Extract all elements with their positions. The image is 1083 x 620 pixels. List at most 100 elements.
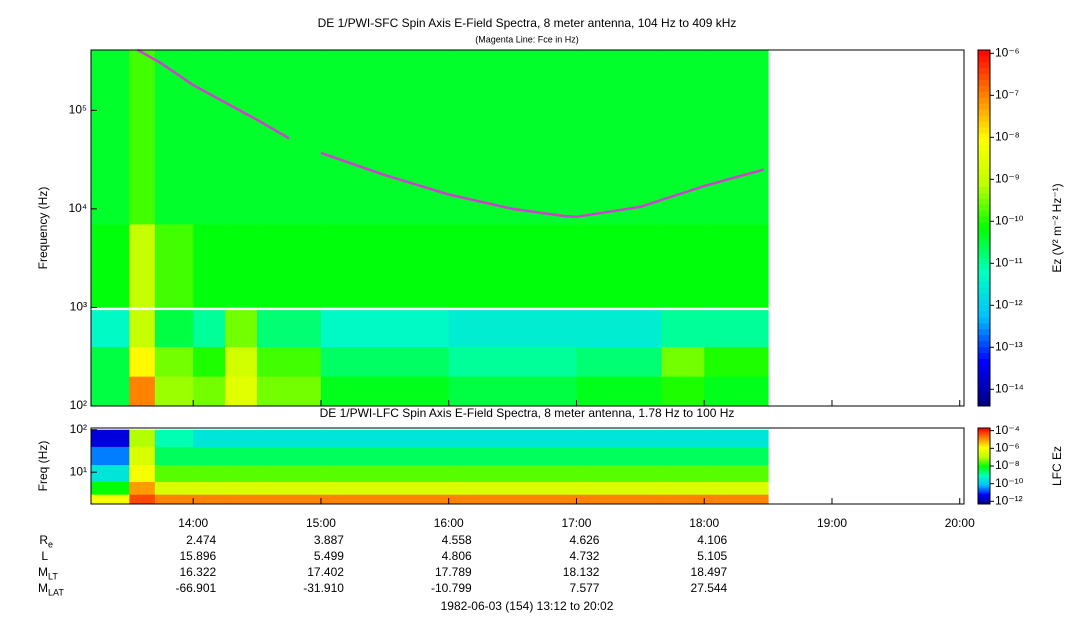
heatmap-cell [448,310,577,347]
heatmap-cell [257,446,322,466]
colorbar-step [978,459,990,462]
colorbar-step [978,299,990,306]
colorbar-step [978,210,990,217]
colorbar-step [978,180,990,187]
colorbar-step [978,501,990,504]
colorbar-step [978,440,990,443]
heatmap-cell [154,446,194,466]
x-tick-label: 17:00 [561,516,591,530]
heatmap-cell [91,429,130,447]
ephemeris-value: 15.896 [180,549,217,563]
colorbar-step [978,428,990,430]
heatmap-cell [225,310,258,347]
colorbar-tick-label: 10⁻¹⁴ [995,381,1024,395]
colorbar-step [978,462,990,464]
colorbar-step [978,133,990,140]
heatmap-cell [225,50,258,225]
colorbar-step [978,482,990,485]
colorbar-label: LFC Ez [1050,446,1064,486]
heatmap-cell [91,376,130,407]
heatmap-cell [448,50,577,225]
heatmap-cell [193,464,226,482]
colorbar-tick-label: 10⁻⁴ [995,423,1020,437]
colorbar-step [978,73,990,81]
colorbar-tick-label: 10⁻⁶ [995,441,1020,455]
heatmap-cell [661,429,705,447]
colorbar-step [978,311,990,318]
heatmap-cell [225,346,258,377]
heatmap-cell [154,346,194,377]
colorbar-step [978,448,990,450]
heatmap-cell [154,376,194,407]
heatmap-cell [704,446,769,466]
ephemeris-value: 18.132 [563,565,600,579]
heatmap-cell [448,464,577,482]
heatmap-cell [257,481,322,495]
x-tick-label: 18:00 [689,516,719,530]
heatmap-cell [154,50,194,225]
colorbar-step [978,500,990,502]
colorbar-step [978,293,990,300]
colorbar-step [978,174,990,181]
y-axis-label: Freq (Hz) [36,441,50,492]
colorbar-step [978,485,990,487]
heatmap-cell [576,494,663,505]
colorbar-step [978,450,990,453]
heatmap-cell [704,494,769,505]
colorbar-tick-label: 10⁻¹² [995,297,1023,311]
ephemeris-value: 18.497 [691,565,728,579]
colorbar-step [978,263,990,270]
heatmap-cell [129,494,156,505]
colorbar-step [978,121,990,128]
colorbar-step [978,156,990,164]
colorbar-step [978,472,990,474]
colorbar-step [978,67,990,75]
colorbar-step [978,198,990,205]
ephemeris-label: M [38,581,48,595]
colorbar-step [978,79,990,86]
heatmap-cell [704,346,769,377]
colorbar-step [978,305,990,312]
colorbar-step [978,91,990,98]
heatmap-cell [225,464,258,482]
ephemeris-label: M [38,565,48,579]
colorbar-step [978,287,990,294]
colorbar-tick-label: 10⁻¹¹ [995,255,1023,269]
heatmap-cell [257,346,322,377]
heatmap-cell [257,224,322,308]
ephemeris-value: 5.105 [697,549,727,563]
colorbar-step [978,457,990,459]
heatmap-cell [448,224,577,308]
colorbar-step [978,444,990,447]
heatmap-cell [320,310,450,347]
footer: 1982-06-03 (154) 13:12 to 20:02 [441,599,614,613]
heatmap-cell [576,224,663,308]
colorbar-step [978,495,990,497]
colorbar-step [978,491,990,493]
colorbar-step [978,144,990,152]
heatmap-cell [320,481,450,495]
heatmap-cell [704,429,769,447]
colorbar-step [978,488,990,491]
heatmap-cell [225,376,258,407]
colorbar-step [978,467,990,469]
x-tick-label: 19:00 [817,516,847,530]
heatmap-cell [576,346,663,377]
heatmap-cell [193,494,226,505]
y-axis-label: Frequency (Hz) [36,187,50,270]
heatmap-cell [91,494,130,505]
chart-subtitle: (Magenta Line: Fce in Hz) [475,34,579,44]
colorbar-step [978,358,990,365]
ephemeris-value: -31.910 [303,581,344,595]
colorbar-step [978,192,990,199]
heatmap-cell [193,346,226,377]
ephemeris-label-sub: LT [48,571,58,581]
colorbar-step [978,460,990,463]
colorbar-step [978,61,990,69]
heatmap-cell [448,446,577,466]
colorbar-step [978,478,990,481]
x-tick-label: 15:00 [306,516,336,530]
heatmap-cell [704,50,769,225]
heatmap-cell [91,446,130,466]
